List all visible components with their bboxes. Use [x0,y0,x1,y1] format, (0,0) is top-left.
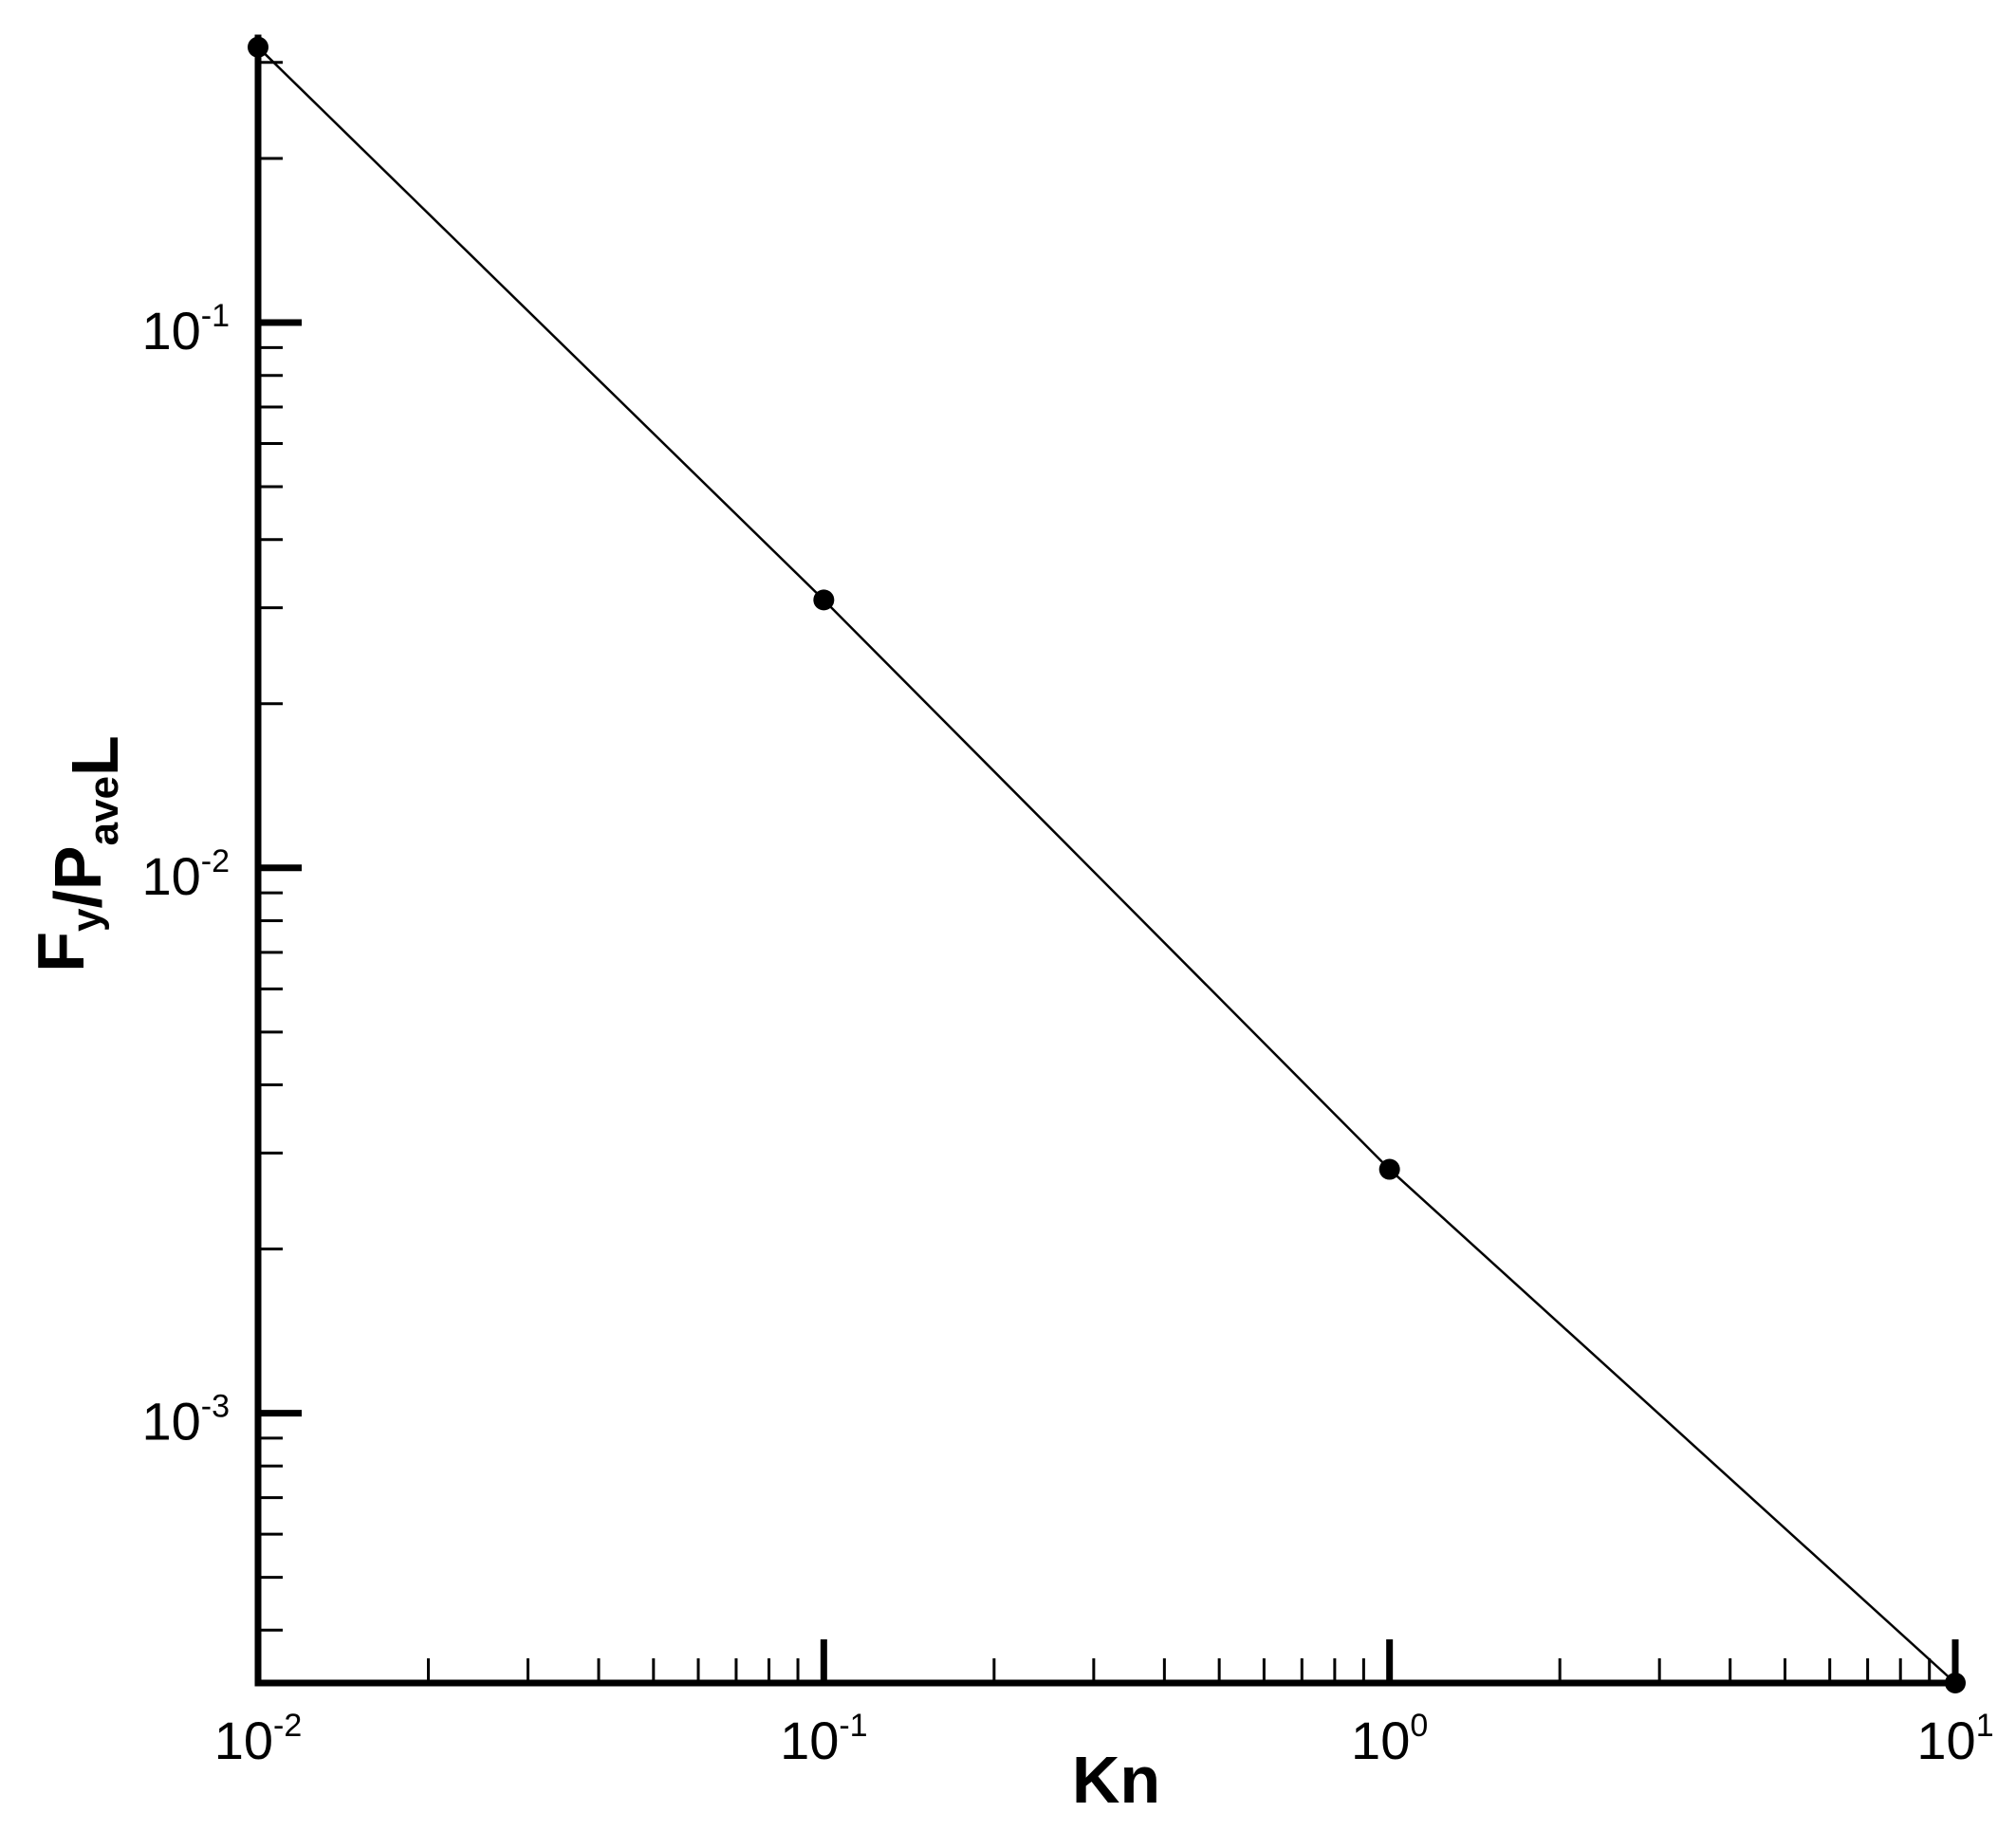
series-line [257,46,1956,1684]
x-tick-label: 101 [1916,1708,1993,1770]
x-axis-title: Kn [1072,1743,1160,1817]
data-point [1945,1673,1966,1693]
axes [254,34,1959,1687]
data-point [1378,1158,1400,1180]
x-tick-label: 10-2 [214,1708,303,1770]
y-tick-label: 10-2 [141,843,230,906]
y-tick-label: 10-1 [141,298,230,361]
data-point [813,589,835,611]
minor-ticks [258,61,1932,1683]
series-layer [248,36,1966,1693]
data-point [248,36,268,58]
x-tick-label: 10-1 [780,1708,868,1770]
tick-labels: 10-2 10-1 100 101 10-3 10-2 10-1 [141,298,1993,1770]
axis-titles: Kn Fy/PaveL [24,735,1160,1817]
y-axis-title: Fy/PaveL [24,735,132,972]
x-tick-label: 100 [1351,1708,1428,1770]
major-ticks [254,319,1959,1683]
y-tick-label: 10-3 [141,1389,230,1452]
